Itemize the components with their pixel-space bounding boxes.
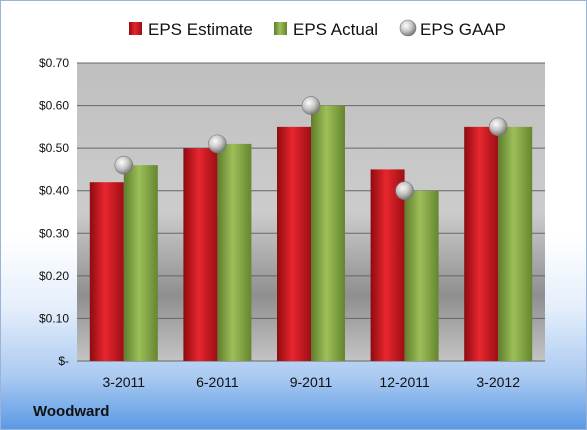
bar-eps-estimate <box>277 126 311 361</box>
bar-eps-estimate <box>464 126 499 361</box>
bar-eps-actual <box>123 165 158 361</box>
legend-label: EPS Estimate <box>148 20 253 39</box>
legend-swatch-actual <box>274 22 287 35</box>
legend-swatch-gaap <box>399 19 417 37</box>
bars <box>89 105 533 361</box>
x-tick-label: 3-2011 <box>103 374 146 390</box>
legend-swatch-estimate <box>129 22 142 35</box>
bar-eps-estimate <box>183 148 218 361</box>
point-eps-gaap <box>208 134 227 154</box>
x-tick-label: 6-2011 <box>196 374 239 390</box>
y-tick-label: $0.70 <box>39 56 69 70</box>
bar-eps-estimate <box>89 182 124 361</box>
y-tick-label: $0.40 <box>39 184 69 198</box>
company-label: Woodward <box>33 403 110 420</box>
legend: EPS Estimate EPS Actual EPS GAAP <box>129 19 506 39</box>
legend-label: EPS Actual <box>293 20 378 39</box>
point-eps-gaap <box>301 96 321 115</box>
bar-eps-estimate <box>370 169 405 361</box>
y-tick-label: $0.10 <box>39 311 69 325</box>
y-tick-label: $0.30 <box>39 226 69 240</box>
bar-eps-actual <box>311 105 345 361</box>
y-tick-label: $0.60 <box>39 99 69 113</box>
y-axis-ticks: $- $0.10 $0.20 $0.30 $0.40 $0.50 $0.60 $0.70 <box>39 56 69 368</box>
point-eps-gaap <box>488 117 508 137</box>
bar-eps-actual <box>404 190 439 361</box>
point-eps-gaap <box>114 155 134 175</box>
x-tick-label: 3-2012 <box>476 374 520 390</box>
point-eps-gaap <box>395 181 414 201</box>
y-tick-label: $0.50 <box>39 141 69 155</box>
x-axis-ticks: 3-2011 6-2011 9-2011 12-2011 3-2012 <box>103 374 521 390</box>
bar-eps-actual <box>217 143 252 361</box>
y-tick-label: $- <box>58 354 69 368</box>
bar-eps-actual <box>498 126 533 361</box>
legend-label: EPS GAAP <box>420 20 506 39</box>
x-tick-label: 9-2011 <box>290 374 333 390</box>
x-tick-label: 12-2011 <box>379 374 430 390</box>
gaap-points <box>114 96 508 201</box>
eps-chart: $- $0.10 $0.20 $0.30 $0.40 $0.50 $0.60 $0.70 3-… <box>39 19 545 390</box>
y-tick-label: $0.20 <box>39 269 69 283</box>
